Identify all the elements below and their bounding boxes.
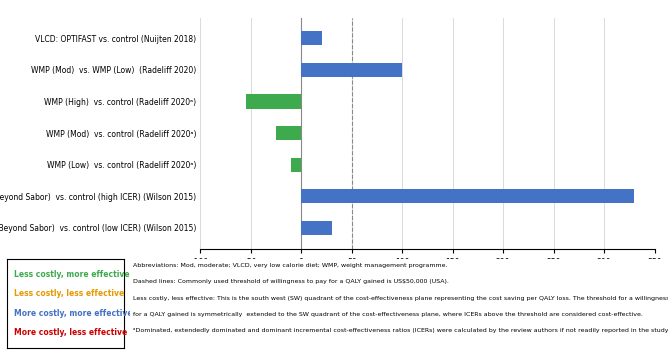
Text: Dashed lines: Commonly used threshold of willingness to pay for a QALY gained is: Dashed lines: Commonly used threshold of… <box>133 279 449 284</box>
Bar <box>291 158 301 172</box>
Text: More costly, less effective: More costly, less effective <box>13 328 127 337</box>
Text: Abbreviations: Mod, moderate; VLCD, very low calorie diet; WMP, weight managemen: Abbreviations: Mod, moderate; VLCD, very… <box>133 263 448 268</box>
Text: Less costly, less effective: This is the south west (SW) quadrant of the cost-ef: Less costly, less effective: This is the… <box>133 295 668 301</box>
Bar <box>301 63 402 77</box>
X-axis label: Incremental  cost-effectiveness ratio (US$): Incremental cost-effectiveness ratio (US… <box>337 269 518 278</box>
Bar <box>301 31 321 45</box>
Bar <box>246 94 301 109</box>
Text: Thousands: Thousands <box>613 284 655 293</box>
Text: Less costly, less effective: Less costly, less effective <box>13 289 124 298</box>
Bar <box>301 221 331 235</box>
Bar <box>276 126 301 140</box>
Text: Less costly, more effective: Less costly, more effective <box>13 270 130 279</box>
Bar <box>301 189 635 203</box>
Text: More costly, more effective: More costly, more effective <box>13 309 132 318</box>
Text: for a QALY gained is symmetrically  extended to the SW quadrant of the cost-effe: for a QALY gained is symmetrically exten… <box>133 312 643 317</box>
Text: ᵃDominated, extendedly dominated and dominant incremental cost-effectiveness rat: ᵃDominated, extendedly dominated and dom… <box>133 328 668 333</box>
